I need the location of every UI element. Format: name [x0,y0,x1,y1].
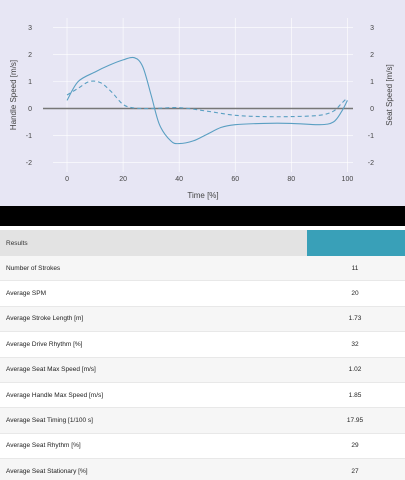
row-value: 11 [351,264,359,272]
speed-chart: 0 20 40 60 80 100 -2 -2 -1 -1 0 0 1 1 2 2 3 3 Time [%] Ha… [9,18,394,200]
row-label: Average Seat Timing [1/100 s] [6,417,93,425]
row-label: Average Drive Rhythm [%] [6,340,83,348]
x-tick-label: 60 [231,176,239,183]
grid-lines [53,18,353,172]
y-tick-label-left: 3 [28,25,32,32]
row-label: Average Seat Max Speed [m/s] [6,366,96,374]
y-tick-label-right: -1 [368,133,374,140]
row-label: Average Stroke Length [m] [6,315,84,323]
row-value: 29 [351,442,359,450]
section-divider [0,206,405,226]
tick-labels: 0 20 40 60 80 100 -2 -2 -1 -1 0 0 1 1 2 2 3 3 [26,25,374,183]
table-row: Number of Strokes 11 [0,256,405,282]
results-table: Results Number of Strokes 11 Average SPM 20… [0,230,405,480]
y-tick-label-right: 3 [370,25,374,32]
y-axis-title-left: Handle Speed [m/s] [9,60,18,130]
row-value: 1.73 [348,315,362,323]
row-value: 1.85 [348,391,362,399]
table-row: Average Seat Timing [1/100 s] 17.95 [0,408,405,434]
row-value: 20 [351,290,359,298]
y-tick-label-right: 2 [370,52,374,59]
table-row: Average Stroke Length [m] 1.73 [0,306,405,333]
x-tick-label: 40 [175,176,183,183]
y-tick-label-right: 0 [370,106,374,113]
y-tick-label-left: -1 [26,133,32,140]
row-value: 1.02 [348,366,362,374]
series-layer [66,56,348,145]
y-tick-label-left: 0 [28,106,32,113]
y-tick-label-left: 1 [28,79,32,86]
y-tick-label-right: 1 [370,79,374,86]
row-label: Average Handle Max Speed [m/s] [6,391,104,399]
row-label: Number of Strokes [6,264,61,272]
table-row: Average Seat Stationary [%] 27 [0,459,405,480]
x-tick-label: 100 [342,176,354,183]
row-value: 32 [351,340,359,348]
speed-chart-panel: 0 20 40 60 80 100 -2 -2 -1 -1 0 0 1 1 2 2 3 3 Time [%] Ha… [0,0,405,206]
x-tick-label: 80 [287,176,295,183]
table-row: Average Seat Max Speed [m/s] 1.02 [0,357,405,383]
row-label: Average Seat Rhythm [%] [6,442,81,450]
row-value: 17.95 [346,417,364,425]
results-rows: Number of Strokes 11 Average SPM 20 Average … [0,256,405,480]
results-header-row: Results [0,230,405,256]
y-axis-title-right: Seat Speed [m/s] [385,64,394,125]
table-row: Average SPM 20 [0,281,405,307]
y-tick-label-left: 2 [28,52,32,59]
y-tick-label-right: -2 [368,160,374,167]
row-value: 27 [351,467,359,475]
table-row: Average Drive Rhythm [%] 32 [0,332,405,358]
table-row: Average Handle Max Speed [m/s] 1.85 [0,382,405,409]
x-tick-label: 20 [119,176,127,183]
handle-speed-line [66,56,348,145]
x-tick-label: 0 [65,176,69,183]
table-row: Average Seat Rhythm [%] 29 [0,433,405,460]
results-header-accent [307,230,405,256]
row-label: Average Seat Stationary [%] [6,467,88,475]
seat-speed-line [66,80,348,118]
row-label: Average SPM [6,290,46,298]
x-axis-title: Time [%] [187,191,218,200]
results-header-label: Results [6,239,28,247]
y-tick-label-left: -2 [26,160,32,167]
